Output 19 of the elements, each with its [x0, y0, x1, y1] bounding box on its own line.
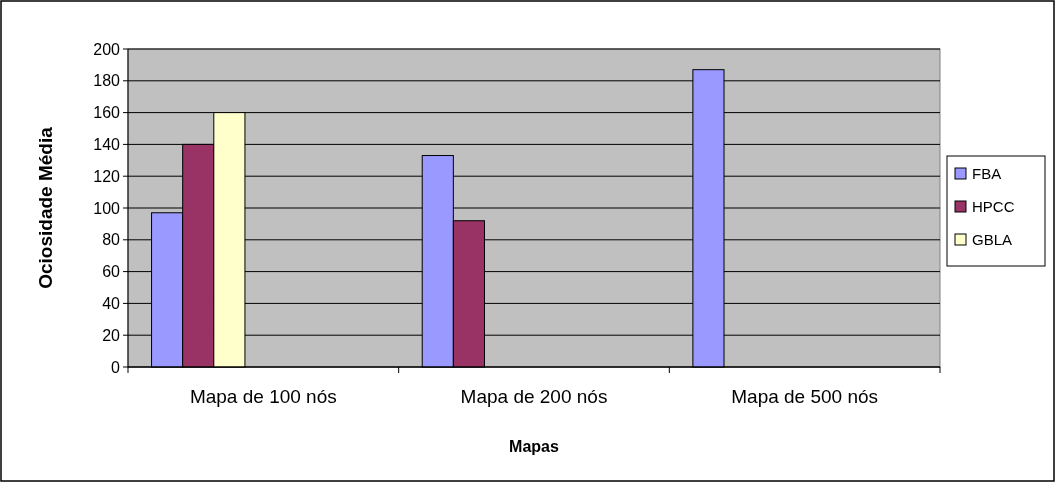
legend-label: GBLA	[972, 231, 1013, 249]
legend-label: HPCC	[972, 198, 1015, 216]
y-axis-title: Ociosidade Média	[35, 126, 56, 289]
y-tick-label: 200	[93, 40, 121, 58]
y-tick-label: 160	[93, 104, 121, 122]
x-tick-label: Mapa de 500 nós	[731, 386, 879, 407]
y-tick-label: 100	[93, 199, 121, 217]
y-tick-label: 120	[93, 167, 121, 185]
x-axis-title: Mapas	[509, 438, 559, 455]
y-tick-label: 20	[102, 326, 121, 344]
x-tick-label: Mapa de 200 nós	[460, 386, 608, 407]
y-tick-label: 140	[93, 136, 121, 153]
y-tick-label: 180	[93, 72, 121, 90]
y-tick-label: 40	[102, 295, 121, 312]
y-tick-label: 60	[102, 263, 121, 281]
x-tick-label: Mapa de 100 nós	[189, 386, 337, 407]
y-tick-label: 0	[111, 358, 121, 376]
legend-label: FBA	[972, 165, 1002, 183]
y-tick-label: 80	[102, 231, 121, 249]
